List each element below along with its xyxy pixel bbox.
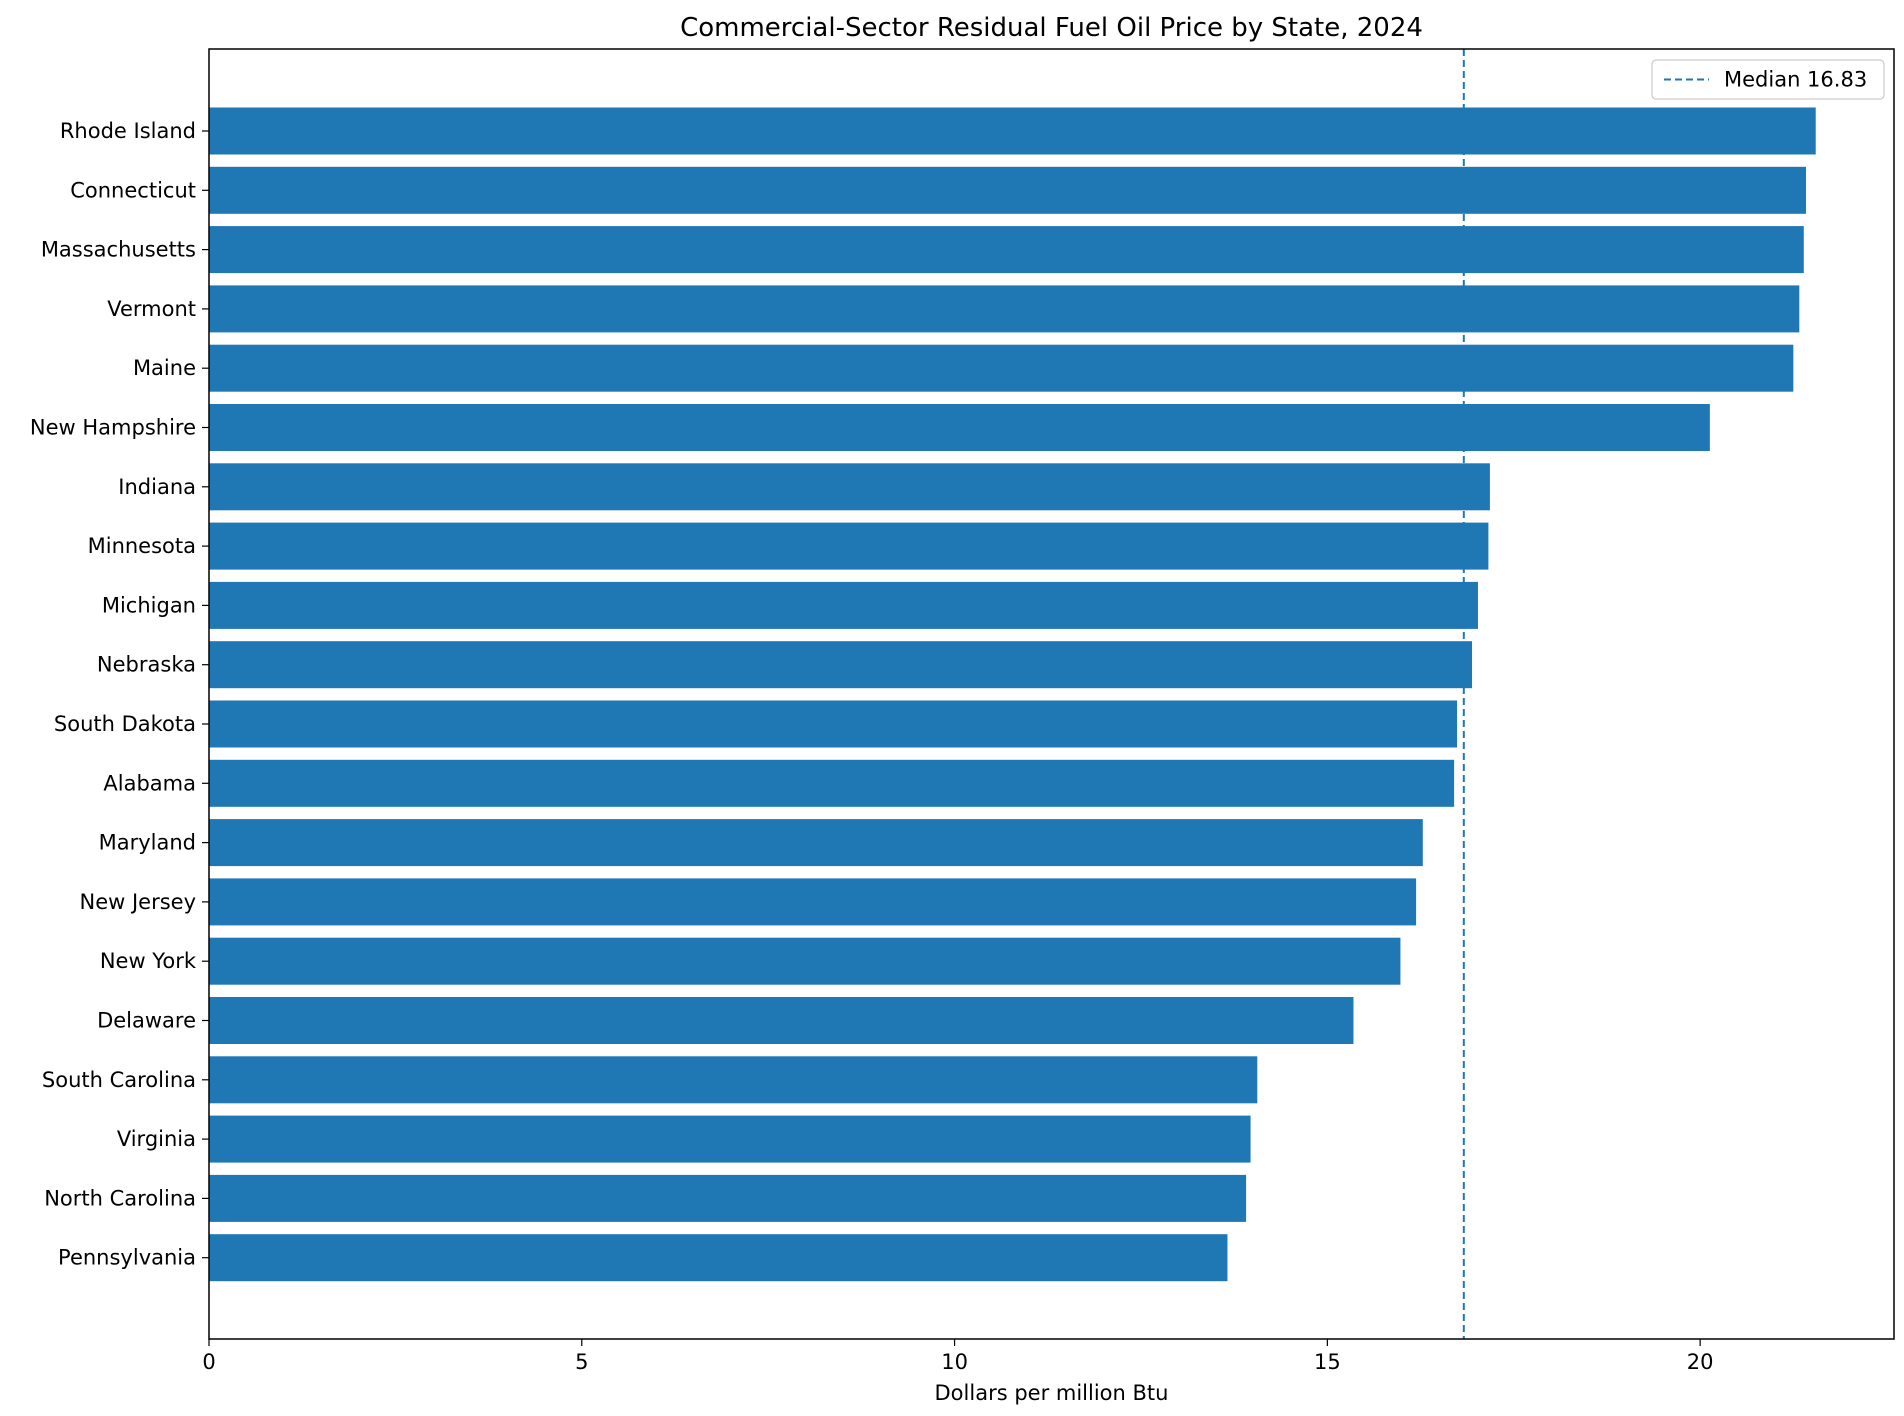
bars-group — [209, 107, 1816, 1282]
bar-new-york — [209, 937, 1401, 985]
bar-connecticut — [209, 166, 1807, 214]
bar-vermont — [209, 285, 1800, 333]
y-tick-label-virginia: Virginia — [117, 1127, 196, 1151]
y-tick-label-maine: Maine — [133, 356, 196, 380]
y-tick-label-maryland: Maryland — [99, 831, 196, 855]
bar-new-jersey — [209, 878, 1417, 926]
bar-minnesota — [209, 522, 1489, 570]
y-tick-label-new-jersey: New Jersey — [79, 890, 196, 914]
plot-frame — [208, 48, 1895, 1340]
y-axis: Rhode Island Connecticut Massachusetts Verm… — [30, 119, 209, 1270]
y-tick-label-nebraska: Nebraska — [97, 653, 196, 677]
bar-pennsylvania — [209, 1234, 1228, 1282]
bar-indiana — [209, 463, 1490, 511]
bar-alabama — [209, 759, 1455, 807]
bar-south-dakota — [209, 700, 1458, 748]
legend: Median 16.83 — [1651, 59, 1885, 100]
y-tick-label-delaware: Delaware — [97, 1009, 196, 1033]
x-axis-label: Dollars per million Btu — [935, 1381, 1169, 1405]
y-tick-label-michigan: Michigan — [102, 593, 196, 617]
bar-nebraska — [209, 641, 1473, 689]
bar-south-carolina — [209, 1056, 1258, 1104]
y-tick-label-south-dakota: South Dakota — [54, 712, 196, 736]
y-tick-label-connecticut: Connecticut — [70, 178, 196, 202]
y-tick-label-pennsylvania: Pennsylvania — [58, 1246, 196, 1270]
bar-north-carolina — [209, 1174, 1247, 1222]
y-tick-label-vermont: Vermont — [107, 297, 196, 321]
bar-new-hampshire — [209, 404, 1710, 451]
x-tick-label-20: 20 — [1687, 1350, 1714, 1374]
y-tick-label-massachusetts: Massachusetts — [41, 238, 196, 262]
bar-rhode-island — [209, 107, 1816, 155]
y-tick-label-alabama: Alabama — [103, 771, 196, 795]
bar-virginia — [209, 1115, 1251, 1163]
y-tick-label-indiana: Indiana — [118, 475, 196, 499]
y-tick-label-rhode-island: Rhode Island — [60, 119, 196, 143]
y-tick-label-new-york: New York — [100, 949, 197, 973]
x-axis: 0 5 10 15 20 — [202, 1339, 1714, 1374]
bar-massachusetts — [209, 226, 1804, 274]
bar-delaware — [209, 997, 1354, 1044]
bar-maine — [209, 344, 1794, 392]
legend-box — [1651, 59, 1885, 100]
bar-michigan — [209, 581, 1478, 629]
legend-label-median: Median 16.83 — [1724, 68, 1867, 92]
y-tick-label-new-hampshire: New Hampshire — [30, 416, 196, 440]
y-tick-label-north-carolina: North Carolina — [44, 1186, 196, 1210]
x-tick-label-15: 15 — [1314, 1350, 1341, 1374]
y-tick-label-south-carolina: South Carolina — [42, 1068, 196, 1092]
x-tick-label-5: 5 — [575, 1350, 588, 1374]
x-tick-label-10: 10 — [941, 1350, 968, 1374]
x-tick-label-0: 0 — [202, 1350, 215, 1374]
y-tick-label-minnesota: Minnesota — [88, 534, 196, 558]
chart-title: Commercial-Sector Residual Fuel Oil Pric… — [680, 13, 1423, 43]
bar-maryland — [209, 819, 1423, 867]
